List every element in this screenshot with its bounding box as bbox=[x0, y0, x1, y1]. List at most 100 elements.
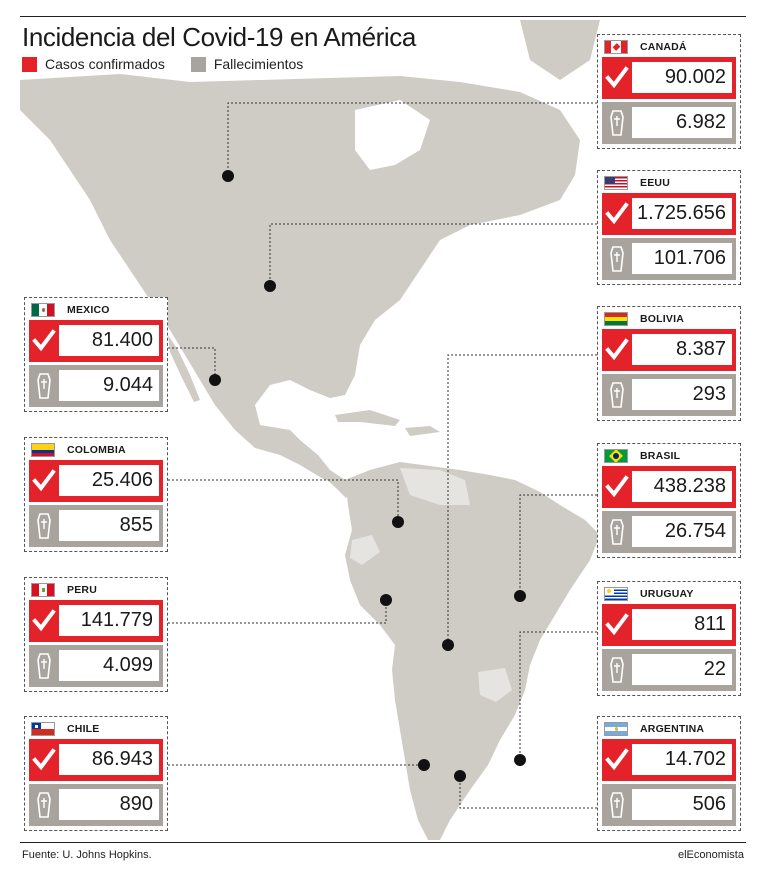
checkmark-icon bbox=[29, 460, 59, 502]
country-card-colombia: COLOMBIA 25.406 855 bbox=[24, 437, 168, 552]
country-card-argentina: ARGENTINA 14.702 506 bbox=[597, 716, 741, 831]
cases-row: 86.943 bbox=[29, 739, 163, 781]
country-card-uruguay: URUGUAY 811 22 bbox=[597, 581, 741, 696]
cases-value: 86.943 bbox=[59, 744, 159, 775]
legend-label-cases: Casos confirmados bbox=[45, 56, 165, 72]
dot-chile bbox=[418, 759, 430, 771]
country-card-eeuu: EEUU 1.725.656 101.706 bbox=[597, 170, 741, 285]
cuba-island bbox=[335, 410, 400, 426]
dot-brasil bbox=[514, 590, 526, 602]
card-header: URUGUAY bbox=[604, 586, 694, 602]
deaths-value: 26.754 bbox=[632, 516, 732, 547]
leader-line-eeuu bbox=[269, 223, 597, 286]
country-card-canada: CANADÁ 90.002 6.982 bbox=[597, 34, 741, 149]
deaths-row: 101.706 bbox=[602, 238, 736, 280]
flag-canada-icon bbox=[604, 40, 628, 54]
card-header: CHILE bbox=[31, 721, 100, 737]
dot-colombia bbox=[392, 516, 404, 528]
coffin-icon bbox=[602, 102, 632, 144]
bottom-rule bbox=[20, 842, 746, 843]
cases-row: 811 bbox=[602, 604, 736, 646]
deaths-value: 855 bbox=[59, 510, 159, 541]
flag-chile-icon bbox=[31, 722, 55, 736]
deaths-row: 890 bbox=[29, 784, 163, 826]
legend-swatch-cases bbox=[22, 56, 37, 72]
card-header: BOLIVIA bbox=[604, 311, 684, 327]
dot-peru bbox=[380, 594, 392, 606]
coffin-icon bbox=[29, 645, 59, 687]
cases-value: 8.387 bbox=[632, 334, 732, 365]
flag-eeuu-icon bbox=[604, 176, 628, 190]
checkmark-icon bbox=[602, 739, 632, 781]
flag-brasil-icon bbox=[604, 449, 628, 463]
cases-row: 438.238 bbox=[602, 466, 736, 508]
deaths-row: 855 bbox=[29, 505, 163, 547]
flag-bolivia-icon bbox=[604, 312, 628, 326]
legend: Casos confirmados Fallecimientos bbox=[22, 56, 329, 72]
cases-value: 1.725.656 bbox=[632, 198, 732, 229]
deaths-row: 293 bbox=[602, 374, 736, 416]
cases-row: 81.400 bbox=[29, 320, 163, 362]
coffin-icon bbox=[602, 374, 632, 416]
cases-row: 141.779 bbox=[29, 600, 163, 642]
coffin-icon bbox=[602, 238, 632, 280]
card-header: CANADÁ bbox=[604, 39, 687, 55]
card-header: EEUU bbox=[604, 175, 670, 191]
deaths-value: 293 bbox=[632, 379, 732, 410]
country-card-brasil: BRASIL 438.238 26.754 bbox=[597, 443, 741, 558]
leader-line-mexico bbox=[168, 347, 216, 380]
checkmark-icon bbox=[29, 320, 59, 362]
coffin-icon bbox=[29, 365, 59, 407]
legend-swatch-deaths bbox=[190, 56, 206, 72]
card-header: MEXICO bbox=[31, 302, 110, 318]
coffin-icon bbox=[602, 511, 632, 553]
deaths-value: 22 bbox=[632, 654, 732, 685]
ecuador-region bbox=[350, 535, 380, 565]
flag-uruguay-icon bbox=[604, 587, 628, 601]
country-name: MEXICO bbox=[67, 304, 110, 316]
coffin-icon bbox=[602, 649, 632, 691]
north-america-land bbox=[20, 74, 580, 482]
baja-california bbox=[168, 335, 200, 402]
legend-label-deaths: Fallecimientos bbox=[213, 56, 304, 72]
cases-row: 14.702 bbox=[602, 739, 736, 781]
leader-line-argentina bbox=[459, 776, 597, 809]
cases-row: 25.406 bbox=[29, 460, 163, 502]
card-header: ARGENTINA bbox=[604, 721, 704, 737]
legend-item-deaths: Fallecimientos bbox=[190, 56, 304, 72]
cases-value: 25.406 bbox=[59, 465, 159, 496]
country-name: PERU bbox=[67, 584, 97, 596]
deaths-value: 890 bbox=[59, 789, 159, 820]
checkmark-icon bbox=[602, 193, 632, 235]
central-america-land bbox=[325, 470, 352, 498]
cases-value: 81.400 bbox=[59, 325, 159, 356]
country-name: CANADÁ bbox=[640, 41, 687, 53]
flag-argentina-icon bbox=[604, 722, 628, 736]
deaths-value: 6.982 bbox=[632, 107, 732, 138]
deaths-row: 506 bbox=[602, 784, 736, 826]
flag-colombia-icon bbox=[31, 443, 55, 457]
dot-mexico bbox=[209, 374, 221, 386]
hispaniola-island bbox=[405, 426, 440, 436]
top-rule bbox=[20, 16, 746, 17]
checkmark-icon bbox=[29, 600, 59, 642]
deaths-value: 4.099 bbox=[59, 650, 159, 681]
country-name: BRASIL bbox=[640, 450, 681, 462]
deaths-row: 22 bbox=[602, 649, 736, 691]
cases-row: 8.387 bbox=[602, 329, 736, 371]
country-card-mexico: MEXICO 81.400 9.044 bbox=[24, 297, 168, 412]
source-note: Fuente: U. Johns Hopkins. bbox=[22, 849, 152, 861]
cases-value: 811 bbox=[632, 609, 732, 640]
cases-value: 141.779 bbox=[59, 605, 159, 636]
dot-eeuu bbox=[264, 280, 276, 292]
flag-mexico-icon bbox=[31, 303, 55, 317]
country-card-chile: CHILE 86.943 890 bbox=[24, 716, 168, 831]
flag-peru-icon bbox=[31, 583, 55, 597]
leader-lines bbox=[168, 102, 597, 809]
coffin-icon bbox=[29, 505, 59, 547]
page-title: Incidencia del Covid-19 en América bbox=[22, 22, 416, 52]
cases-row: 90.002 bbox=[602, 57, 736, 99]
deaths-row: 9.044 bbox=[29, 365, 163, 407]
checkmark-icon bbox=[602, 329, 632, 371]
